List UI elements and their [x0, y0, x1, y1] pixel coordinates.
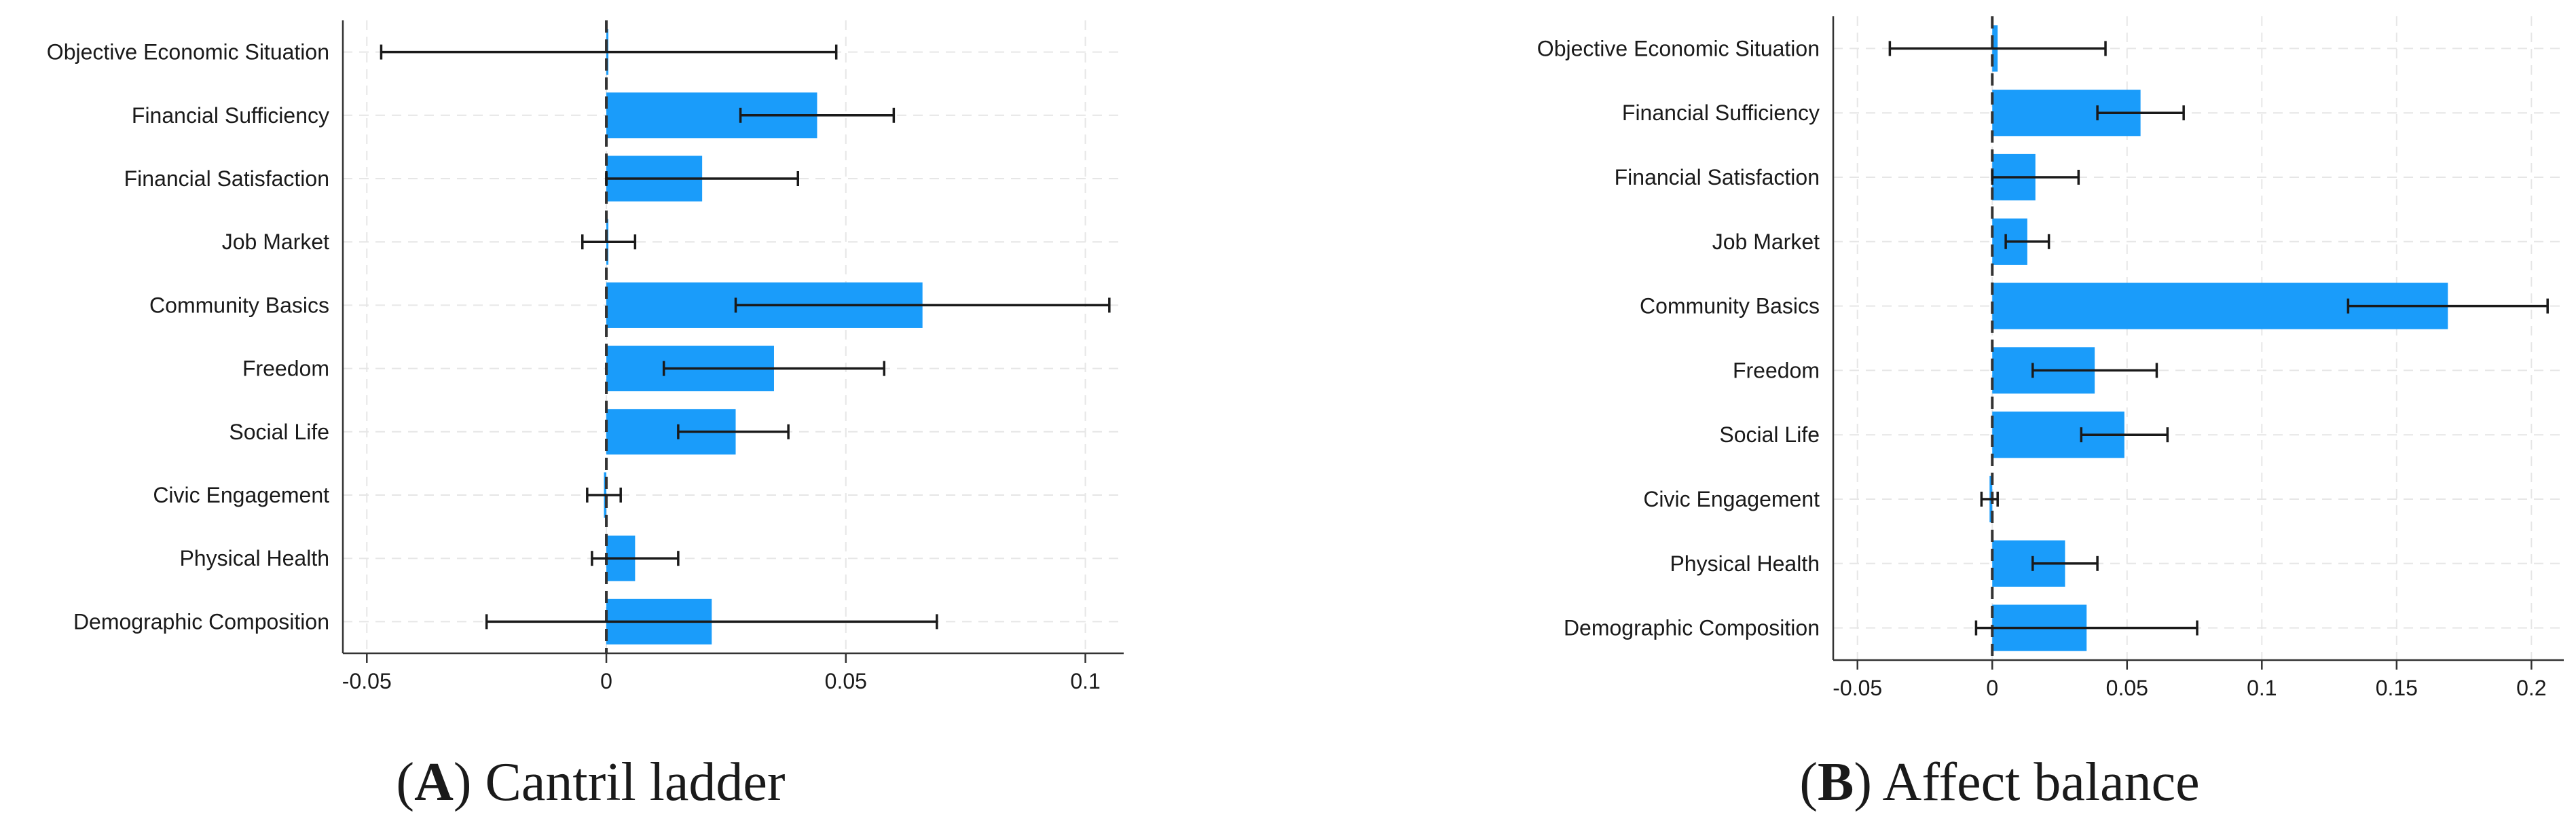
panel-b-x-tick-label-1: 0 — [1986, 676, 1998, 700]
panel-b-caption: (B) Affect balance — [1799, 752, 2199, 812]
panel-a-category-label-7: Civic Engagement — [153, 483, 329, 507]
panel-a-category-label-6: Social Life — [229, 420, 329, 444]
panel-a-category-label-0: Objective Economic Situation — [47, 40, 329, 65]
panel-b-category-label-7: Civic Engagement — [1643, 487, 1820, 511]
panel-b-category-label-4: Community Basics — [1640, 294, 1820, 318]
panel-b-category-label-3: Job Market — [1712, 230, 1820, 254]
panel-a-category-label-9: Demographic Composition — [73, 609, 329, 634]
panel-a-category-label-8: Physical Health — [179, 546, 329, 570]
panel-a-category-label-2: Financial Satisfaction — [124, 166, 329, 191]
panel-b-x-tick-label-5: 0.2 — [2516, 676, 2546, 700]
panel-b-x-tick-label-4: 0.15 — [2376, 676, 2418, 700]
panel-b-category-label-6: Social Life — [1719, 422, 1820, 447]
panel-b-category-label-9: Demographic Composition — [1564, 616, 1820, 640]
panel-a-x-tick-label-1: 0 — [600, 669, 612, 693]
panel-a-x-tick-label-3: 0.1 — [1070, 669, 1100, 693]
panel-a-cantril-ladder: Objective Economic Situation Financial Su… — [47, 20, 1124, 693]
panel-a-category-label-5: Freedom — [242, 357, 329, 381]
panel-a-x-tick-label-0: -0.05 — [342, 669, 392, 693]
panel-b-category-label-1: Financial Sufficiency — [1622, 101, 1820, 125]
panel-a-category-label-3: Job Market — [222, 230, 329, 254]
panel-b-affect-balance: Objective Economic Situation Financial Su… — [1537, 16, 2564, 700]
panel-b-category-label-0: Objective Economic Situation — [1537, 36, 1820, 60]
panel-a-category-label-1: Financial Sufficiency — [132, 103, 329, 128]
panel-b-category-label-8: Physical Health — [1670, 551, 1820, 576]
panel-b-x-tick-label-0: -0.05 — [1833, 676, 1882, 700]
panel-a-category-label-4: Community Basics — [149, 293, 329, 317]
panel-b-category-label-5: Freedom — [1733, 358, 1820, 382]
panel-a-x-tick-label-2: 0.05 — [825, 669, 867, 693]
panel-b-x-tick-label-3: 0.1 — [2247, 676, 2277, 700]
panel-a-caption: (A) Cantril ladder — [396, 752, 785, 812]
panel-b-x-tick-label-2: 0.05 — [2106, 676, 2148, 700]
panel-b-category-label-2: Financial Satisfaction — [1615, 165, 1820, 189]
